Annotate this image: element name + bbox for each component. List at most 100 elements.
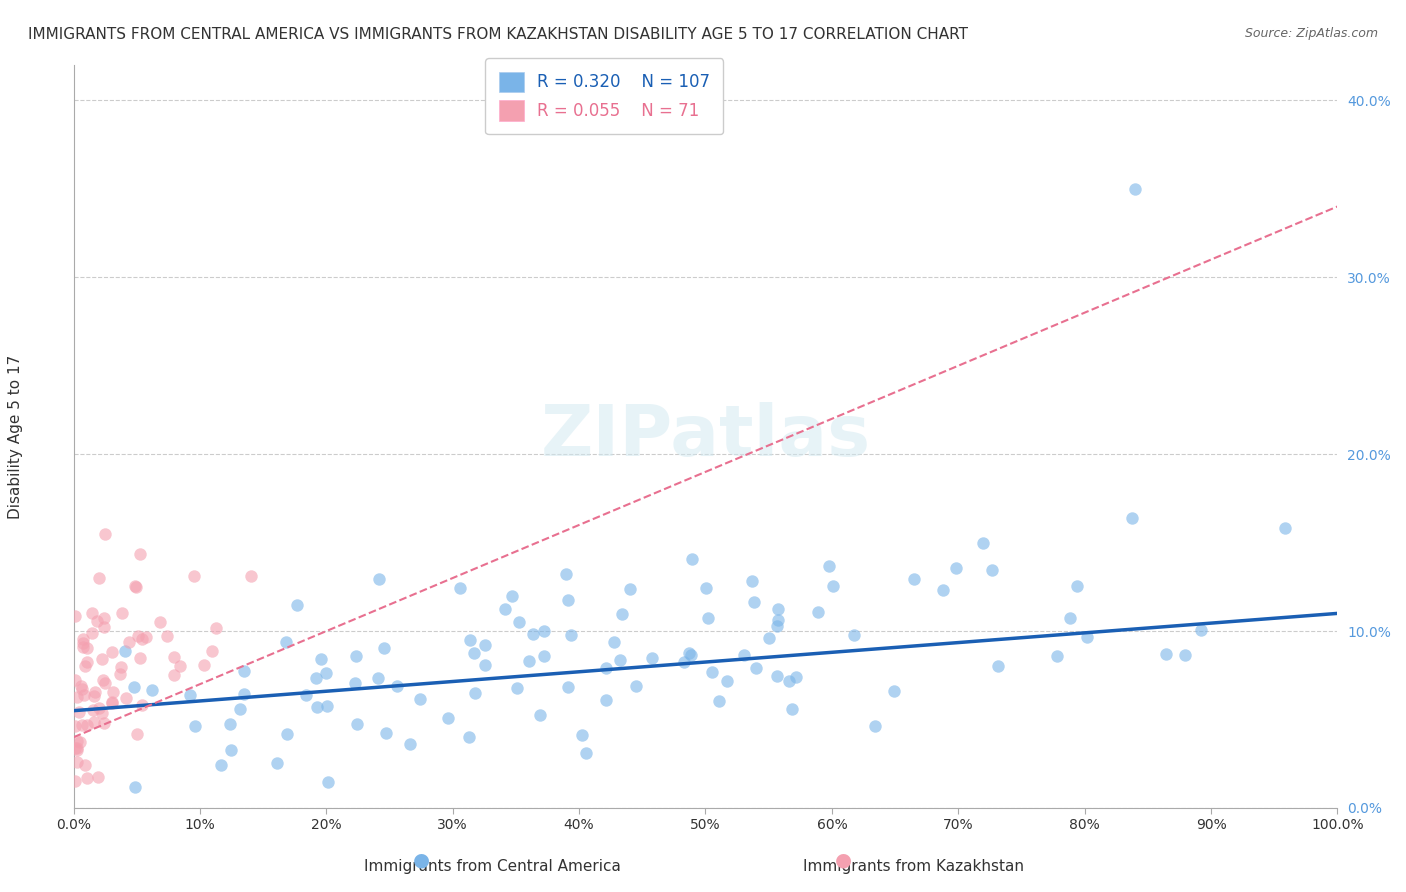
Point xyxy=(125,580,148,594)
Point xyxy=(72,682,94,697)
Point xyxy=(681,551,703,566)
Point xyxy=(785,670,807,684)
Point xyxy=(981,563,1004,577)
Point xyxy=(108,666,131,681)
Point xyxy=(373,641,395,656)
Point xyxy=(619,582,641,596)
Point xyxy=(305,671,328,685)
Point xyxy=(204,621,226,635)
Legend: R = 0.320    N = 107, R = 0.055    N = 71: R = 0.320 N = 107, R = 0.055 N = 71 xyxy=(485,59,724,134)
Point xyxy=(69,679,91,693)
Point xyxy=(307,699,329,714)
Point xyxy=(318,775,340,789)
Point xyxy=(219,742,242,756)
Point xyxy=(141,683,163,698)
Point xyxy=(817,558,839,573)
Point xyxy=(131,698,153,713)
Point xyxy=(678,646,700,660)
Point xyxy=(63,774,86,789)
Point xyxy=(89,701,111,715)
Point xyxy=(778,674,800,689)
Point xyxy=(66,755,89,769)
Point xyxy=(464,686,486,700)
Point xyxy=(517,654,540,668)
Point xyxy=(903,572,925,586)
Point xyxy=(883,684,905,698)
Point xyxy=(758,631,780,645)
Point xyxy=(69,705,91,719)
Point xyxy=(163,667,186,681)
Point xyxy=(76,640,98,655)
Point xyxy=(70,717,93,731)
Point xyxy=(681,648,703,662)
Point xyxy=(91,673,114,688)
Point xyxy=(768,602,790,616)
Point xyxy=(90,652,112,666)
Point xyxy=(72,640,94,655)
Point xyxy=(93,610,115,624)
Point xyxy=(76,718,98,732)
Point xyxy=(529,708,551,723)
Point xyxy=(101,645,124,659)
Point xyxy=(780,701,803,715)
Point xyxy=(93,620,115,634)
Point xyxy=(156,628,179,642)
Text: Immigrants from Central America: Immigrants from Central America xyxy=(364,859,620,874)
Point xyxy=(533,648,555,663)
Point xyxy=(574,746,596,760)
Point xyxy=(640,651,662,665)
Point xyxy=(163,650,186,665)
Point xyxy=(716,673,738,688)
Point xyxy=(76,655,98,669)
Point xyxy=(844,628,866,642)
Point xyxy=(127,727,149,741)
Point xyxy=(201,644,224,658)
Point xyxy=(101,685,124,699)
Point xyxy=(1123,182,1146,196)
Point xyxy=(367,671,389,685)
Point xyxy=(93,716,115,731)
Point xyxy=(66,743,89,757)
Point xyxy=(733,648,755,663)
Point xyxy=(560,627,582,641)
Point xyxy=(94,526,117,541)
Point xyxy=(87,571,110,585)
Point xyxy=(233,687,256,701)
Point xyxy=(595,693,617,707)
Point xyxy=(229,701,252,715)
Point xyxy=(63,719,86,733)
Point xyxy=(863,719,886,733)
Point xyxy=(522,626,544,640)
Point xyxy=(1121,510,1143,524)
Point xyxy=(135,630,157,644)
Point xyxy=(458,632,481,647)
Point xyxy=(457,730,479,744)
Point xyxy=(557,592,579,607)
Point xyxy=(276,726,298,740)
Point xyxy=(766,619,789,633)
Text: Source: ZipAtlas.com: Source: ZipAtlas.com xyxy=(1244,27,1378,40)
Point xyxy=(1154,647,1177,661)
Point xyxy=(129,651,152,665)
Point xyxy=(86,614,108,628)
Point xyxy=(745,661,768,675)
Point xyxy=(193,657,215,672)
Point xyxy=(766,669,789,683)
Point xyxy=(1059,611,1081,625)
Point xyxy=(80,607,103,621)
Text: ●: ● xyxy=(835,851,852,870)
Point xyxy=(367,573,389,587)
Point xyxy=(696,611,718,625)
Point xyxy=(609,653,631,667)
Point xyxy=(233,665,256,679)
Point xyxy=(741,574,763,588)
Point xyxy=(184,718,207,732)
Text: ZIPatlas: ZIPatlas xyxy=(540,402,870,471)
Point xyxy=(945,561,967,575)
Point xyxy=(66,690,89,704)
Point xyxy=(131,632,153,647)
Text: Immigrants from Kazakhstan: Immigrants from Kazakhstan xyxy=(803,859,1025,874)
Point xyxy=(1174,648,1197,663)
Point xyxy=(700,665,723,679)
Point xyxy=(695,581,717,595)
